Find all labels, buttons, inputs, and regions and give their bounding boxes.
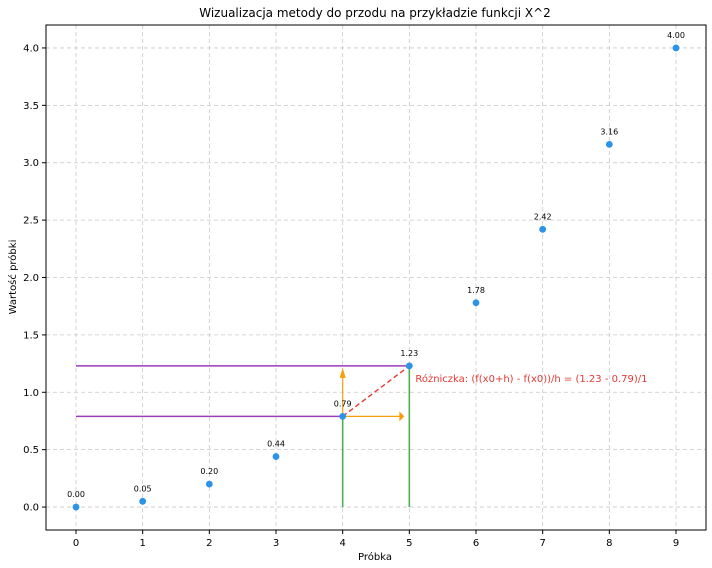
df-arrowhead <box>339 367 346 378</box>
y-tick-label: 3.5 <box>23 101 39 112</box>
data-label: 0.00 <box>67 490 85 499</box>
x-tick-label: 8 <box>606 538 612 549</box>
x-tick-label: 7 <box>539 538 545 549</box>
data-label: 0.79 <box>334 399 352 408</box>
data-label: 0.05 <box>134 484 152 493</box>
data-point <box>539 225 547 233</box>
data-point <box>472 299 480 307</box>
y-tick-label: 3.0 <box>23 158 39 169</box>
data-label: 1.78 <box>467 286 485 295</box>
data-label: 3.16 <box>600 127 618 136</box>
y-tick-label: 0.5 <box>23 445 39 456</box>
data-point <box>272 453 280 460</box>
grid <box>46 25 706 530</box>
x-tick-label: 5 <box>406 538 412 549</box>
x-axis-label: Próbka <box>358 551 392 563</box>
y-tick-label: 2.0 <box>23 273 39 284</box>
x-tick-label: 0 <box>73 538 79 549</box>
plot-area: 0.00 0.05 0.20 0.44 0.79 1.23 1.78 2.42 3.16 4.00 <box>45 24 707 531</box>
data-point <box>339 412 347 420</box>
y-axis: 0.0 0.5 1.0 1.5 2.0 2.5 3.0 3.5 4.0 <box>23 43 46 514</box>
data-label: 4.00 <box>667 31 685 40</box>
chart-title: Wizualizacja metody do przodu na przykła… <box>199 6 551 20</box>
data-label: 2.42 <box>534 212 552 221</box>
y-tick-label: 4.0 <box>23 43 39 54</box>
data-point <box>205 480 213 488</box>
data-label: 0.20 <box>200 467 218 476</box>
x-tick-label: 6 <box>473 538 479 549</box>
data-points <box>72 44 680 511</box>
data-point <box>605 140 613 148</box>
data-label: 0.44 <box>267 440 285 449</box>
x-tick-label: 3 <box>273 538 279 549</box>
annotation-layer <box>76 365 411 508</box>
difference-annotation: Różniczka: (f(x0+h) - f(x0))/h = (1.23 -… <box>415 373 647 385</box>
x-tick-label: 2 <box>206 538 212 549</box>
x-tick-label: 4 <box>339 538 345 549</box>
data-labels: 0.00 0.05 0.20 0.44 0.79 1.23 1.78 2.42 3.16 4.00 <box>67 31 685 499</box>
data-point <box>405 362 413 370</box>
x-tick-label: 9 <box>673 538 679 549</box>
y-tick-label: 1.0 <box>23 388 39 399</box>
x-tick-label: 1 <box>139 538 145 549</box>
y-axis-label: Wartość próbki <box>7 240 19 315</box>
y-tick-label: 2.5 <box>23 216 39 227</box>
x-axis: 0 1 2 3 4 5 6 7 8 9 <box>73 530 679 549</box>
y-tick-label: 0.0 <box>23 503 39 514</box>
secant-line <box>342 365 410 417</box>
data-point <box>139 497 147 505</box>
data-point <box>72 503 80 511</box>
h-arrowhead <box>399 411 405 422</box>
y-tick-label: 1.5 <box>23 330 39 341</box>
data-point <box>672 44 680 52</box>
data-label: 1.23 <box>400 349 418 358</box>
